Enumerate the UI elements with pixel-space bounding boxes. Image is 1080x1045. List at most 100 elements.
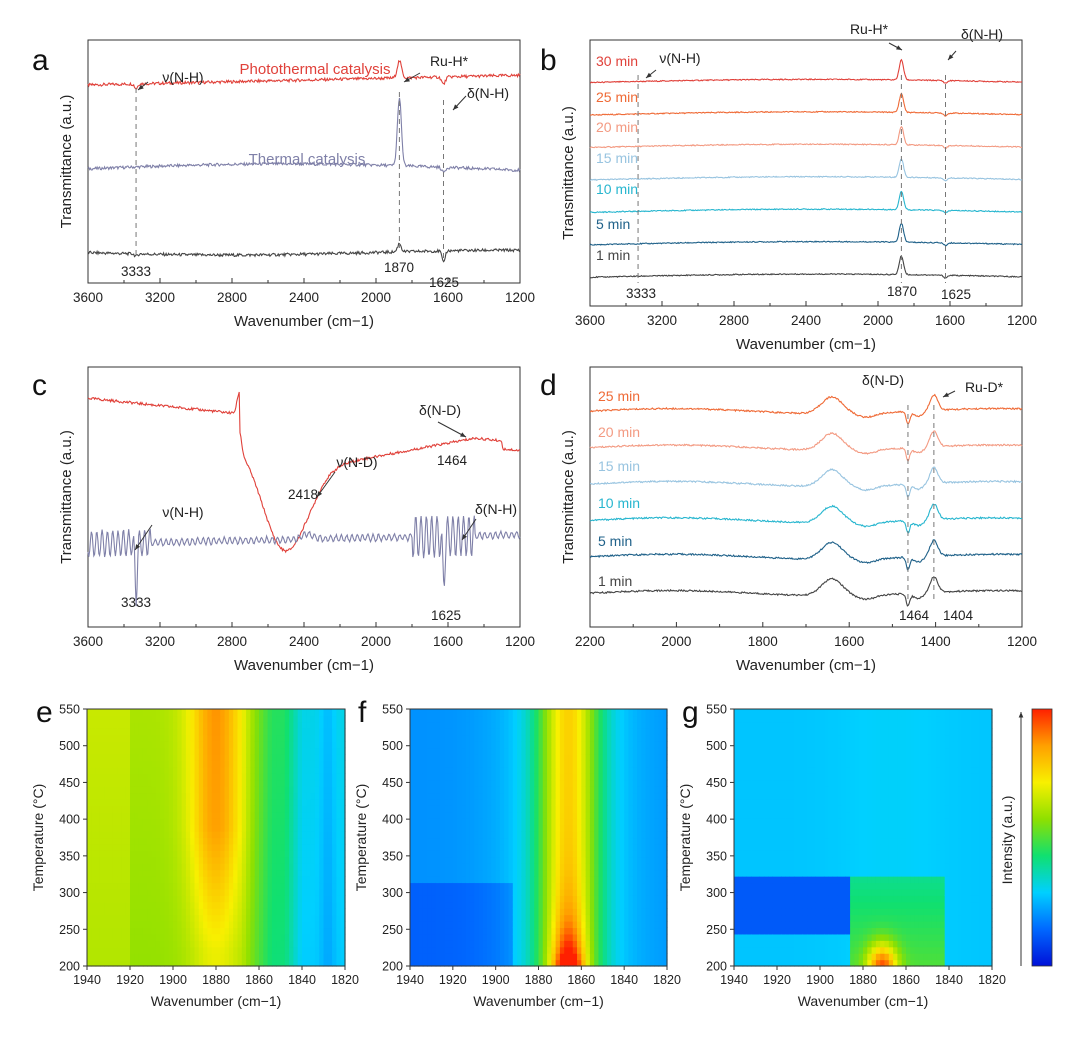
heatmap-cell xyxy=(521,837,527,845)
heatmap-cell xyxy=(410,921,415,929)
heatmap-cell xyxy=(336,747,342,755)
heatmap-cell xyxy=(216,818,221,826)
heatmap-cell xyxy=(611,709,617,717)
heatmap-cell xyxy=(302,760,307,768)
heatmap-cell xyxy=(469,882,475,890)
heatmap-cell xyxy=(508,901,514,909)
heatmap-cell xyxy=(310,895,316,903)
heatmap-cell xyxy=(332,940,337,948)
heatmap-cell xyxy=(314,901,320,909)
heatmap-cell xyxy=(641,914,647,922)
heatmap-cell xyxy=(504,831,510,839)
heatmap-cell xyxy=(246,766,251,774)
heatmap-cell xyxy=(529,901,535,909)
heatmap-cell xyxy=(602,753,608,761)
heatmap-cell xyxy=(410,773,415,781)
heatmap-cell xyxy=(241,728,247,736)
heatmap-cell xyxy=(581,863,587,871)
heatmap-cell xyxy=(448,753,454,761)
heatmap-cell xyxy=(615,869,621,877)
heatmap-cell xyxy=(142,760,148,768)
heatmap-cell xyxy=(276,869,282,877)
heatmap-cell xyxy=(461,786,467,794)
heatmap-cell xyxy=(263,728,269,736)
heatmap-cell xyxy=(250,773,256,781)
heatmap-cell xyxy=(181,792,187,800)
heatmap-cell xyxy=(280,818,286,826)
heatmap-cell xyxy=(474,766,480,774)
heatmap-cell xyxy=(194,805,200,813)
heatmap-cell xyxy=(104,741,110,749)
heatmap-cell xyxy=(87,728,92,736)
heatmap-cell xyxy=(203,921,208,929)
heatmap-cell xyxy=(216,728,221,736)
heatmap-cell xyxy=(224,863,230,871)
heatmap-cell xyxy=(410,824,415,832)
heatmap-cell xyxy=(564,959,570,967)
heatmap-cell xyxy=(444,908,450,916)
heatmap-cell xyxy=(538,786,544,794)
heatmap-cell xyxy=(185,940,191,948)
heatmap-cell xyxy=(263,773,269,781)
heatmap-cell xyxy=(306,779,312,787)
heatmap-cell xyxy=(173,824,178,832)
heatmap-cell xyxy=(151,921,157,929)
heatmap-cell xyxy=(125,946,131,954)
panel-b-xtick-label: 2400 xyxy=(791,313,821,328)
heatmap-cell xyxy=(418,753,424,761)
heatmap-cell xyxy=(521,901,527,909)
heatmap-cell xyxy=(577,786,582,794)
heatmap-cell xyxy=(559,798,565,806)
heatmap-cell xyxy=(517,856,522,864)
heatmap-cell xyxy=(314,921,320,929)
panel-d-series-label: 1 min xyxy=(598,573,632,589)
heatmap-cell xyxy=(280,709,286,717)
heatmap-cell xyxy=(108,940,114,948)
heatmap-cell xyxy=(314,959,320,967)
heatmap-cell xyxy=(611,908,617,916)
heatmap-cell xyxy=(521,863,527,871)
heatmap-cell xyxy=(448,831,454,839)
heatmap-cell xyxy=(198,856,204,864)
heatmap-cell xyxy=(306,856,312,864)
heatmap-cell xyxy=(529,856,535,864)
heatmap-cell xyxy=(469,946,475,954)
heatmap-cell xyxy=(594,734,600,742)
heatmap-cell xyxy=(547,882,552,890)
heatmap-cell xyxy=(431,869,437,877)
heatmap-cell xyxy=(448,863,454,871)
heatmap-cell xyxy=(649,779,655,787)
heatmap-cell xyxy=(203,908,208,916)
heatmap-cell xyxy=(121,946,127,954)
heatmap-cell xyxy=(508,843,514,851)
panel-d-series-label: 5 min xyxy=(598,533,632,549)
heatmap-cell xyxy=(259,843,264,851)
heatmap-cell xyxy=(602,946,608,954)
heatmap-cell xyxy=(250,818,256,826)
heatmap-cell xyxy=(155,773,161,781)
heatmap-cell xyxy=(465,856,471,864)
heatmap-cell xyxy=(427,786,433,794)
heatmap-cell xyxy=(547,837,552,845)
heatmap-cell xyxy=(452,921,458,929)
heatmap-cell xyxy=(190,850,196,858)
heatmap-cell xyxy=(517,734,522,742)
heatmap-cell xyxy=(185,850,191,858)
heatmap-cell xyxy=(422,741,428,749)
heatmap-cell xyxy=(323,811,329,819)
heatmap-cell xyxy=(542,882,548,890)
heatmap-cell xyxy=(637,798,642,806)
heatmap-cell xyxy=(87,908,92,916)
heatmap-cell xyxy=(529,940,535,948)
heatmap-cell xyxy=(211,837,217,845)
heatmap-cell xyxy=(151,946,157,954)
heatmap-cell xyxy=(203,869,208,877)
heatmap-cell xyxy=(117,728,122,736)
heatmap-cell xyxy=(155,914,161,922)
heatmap-cell xyxy=(340,876,346,884)
heatmap-cell xyxy=(99,811,105,819)
heatmap-cell xyxy=(332,709,337,717)
heatmap-cell xyxy=(190,721,196,729)
heatmap-cell xyxy=(662,901,668,909)
heatmap-cell xyxy=(615,741,621,749)
